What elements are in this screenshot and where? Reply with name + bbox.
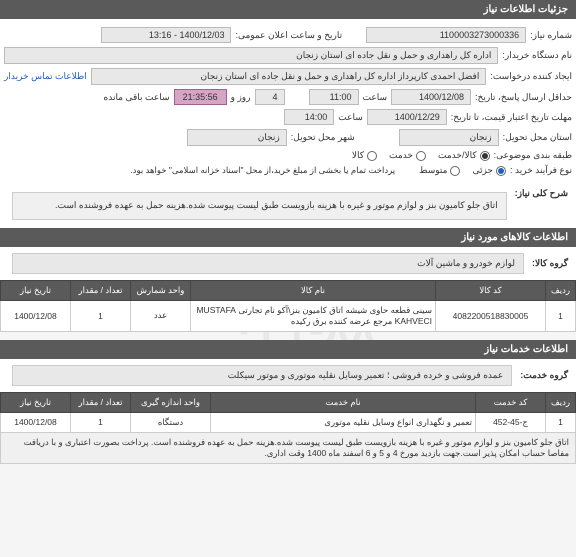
radio-partial[interactable]: جزئی — [472, 165, 506, 176]
announce-value: 1400/12/03 - 13:16 — [101, 27, 231, 43]
goods-group-label: گروه کالا: — [532, 258, 568, 269]
general-label: شرح کلی نیاز: — [515, 188, 568, 199]
cell: سینی قطعه حاوی شیشه اتاق کامیون بنز\آکو … — [191, 300, 436, 331]
city-label: شهر محل تحویل: — [291, 132, 355, 143]
req-no-label: شماره نیاز: — [530, 30, 572, 41]
remain-label: ساعت باقی مانده — [104, 92, 170, 103]
radio-icon — [450, 166, 460, 176]
section-header-goods: اطلاعات کالاهای مورد نیاز — [0, 228, 576, 247]
radio-label: جزئی — [472, 165, 493, 176]
radio-icon — [480, 151, 490, 161]
form-area: شماره نیاز: 1100003273000336 تاریخ و ساع… — [0, 19, 576, 184]
radio-icon — [496, 166, 506, 176]
remain-timer: 21:35:56 — [174, 89, 227, 105]
service-group-value: عمده فروشی و خرده فروشی ؛ تعمیر وسایل نق… — [12, 365, 512, 386]
goods-group-value: لوازم خودرو و ماشین آلات — [12, 253, 524, 274]
cell: 1 — [71, 300, 131, 331]
radio-medium[interactable]: متوسط — [419, 165, 460, 176]
cell: 1 — [71, 412, 131, 432]
province-value: زنجان — [399, 129, 499, 146]
radio-label: خدمت — [389, 150, 413, 161]
buyer-value: اداره کل راهداری و حمل و نقل جاده ای است… — [4, 47, 498, 64]
creator-label: ایجاد کننده درخواست: — [490, 71, 572, 82]
category-radio-group: کالا/خدمت خدمت کالا — [352, 150, 490, 161]
col-row: ردیف — [546, 392, 576, 412]
col-code: کد کالا — [436, 280, 546, 300]
time-label-2: ساعت — [338, 112, 363, 123]
category-label: طبقه بندی موضوعی: — [494, 150, 572, 161]
deadline-label: حداقل ارسال پاسخ، تاریخ: — [475, 92, 572, 103]
col-row: ردیف — [546, 280, 576, 300]
radio-icon — [367, 151, 377, 161]
req-no-value: 1100003273000336 — [366, 27, 526, 43]
col-date: تاریخ نیاز — [1, 280, 71, 300]
goods-table: ردیف کد کالا نام کالا واحد شمارش تعداد /… — [0, 280, 576, 332]
deadline-time: 11:00 — [309, 89, 359, 105]
radio-icon — [416, 151, 426, 161]
col-qty: تعداد / مقدار — [71, 280, 131, 300]
cell: 4082200518830005 — [436, 300, 546, 331]
process-label: نوع فرآیند خرید : — [510, 165, 572, 176]
radio-label: کالا/خدمت — [438, 150, 477, 161]
radio-goods-service[interactable]: کالا/خدمت — [438, 150, 490, 161]
announce-label: تاریخ و ساعت اعلان عمومی: — [235, 30, 342, 41]
pay-note: پرداخت تمام یا بخشی از مبلغ خرید،از محل … — [130, 165, 395, 176]
col-code: کد خدمت — [476, 392, 546, 412]
days-label: روز و — [231, 92, 251, 103]
col-name: نام کالا — [191, 280, 436, 300]
creator-value: افضل احمدی کارپرداز اداره کل راهداری و ح… — [91, 68, 487, 85]
col-date: تاریخ نیاز — [1, 392, 71, 412]
cell: 1 — [546, 412, 576, 432]
section-header-services: اطلاعات خدمات نیاز — [0, 340, 576, 359]
table-desc-row: اتاق جلو کامیون بنز و لوازم موتور و غیره… — [1, 432, 576, 463]
cell: ج-45-452 — [476, 412, 546, 432]
deadline-date: 1400/12/08 — [391, 89, 471, 105]
cell: تعمیر و نگهداری انواع وسایل نقلیه موتوری — [211, 412, 476, 432]
cell: عدد — [131, 300, 191, 331]
table-row: 1 ج-45-452 تعمیر و نگهداری انواع وسایل ن… — [1, 412, 576, 432]
radio-goods[interactable]: کالا — [352, 150, 377, 161]
radio-label: کالا — [352, 150, 364, 161]
process-radio-group: جزئی متوسط — [419, 165, 506, 176]
footer-desc: اتاق جلو کامیون بنز و لوازم موتور و غیره… — [1, 432, 576, 463]
col-unit: واحد اندازه گیری — [131, 392, 211, 412]
time-label-1: ساعت — [363, 92, 388, 103]
validity-time: 14:00 — [284, 109, 334, 125]
section-header-info: جزئیات اطلاعات نیاز — [0, 0, 576, 19]
city-value: زنجان — [187, 129, 287, 146]
cell: 1400/12/08 — [1, 412, 71, 432]
validity-date: 1400/12/29 — [367, 109, 447, 125]
validity-label: مهلت تاریخ اعتبار قیمت، تا تاریخ: — [451, 112, 572, 123]
cell: 1 — [546, 300, 576, 331]
col-unit: واحد شمارش — [131, 280, 191, 300]
days-value: 4 — [255, 89, 285, 105]
contact-link[interactable]: اطلاعات تماس خریدار — [4, 71, 87, 82]
radio-service[interactable]: خدمت — [389, 150, 426, 161]
cell: دستگاه — [131, 412, 211, 432]
radio-label: متوسط — [419, 165, 447, 176]
col-qty: تعداد / مقدار — [71, 392, 131, 412]
cell: 1400/12/08 — [1, 300, 71, 331]
province-label: استان محل تحویل: — [503, 132, 572, 143]
buyer-label: نام دستگاه خریدار: — [502, 50, 572, 61]
table-row: 1 4082200518830005 سینی قطعه حاوی شیشه ا… — [1, 300, 576, 331]
service-table: ردیف کد خدمت نام خدمت واحد اندازه گیری ت… — [0, 392, 576, 464]
service-group-label: گروه خدمت: — [520, 370, 568, 381]
general-desc: اتاق جلو کامیون بنز و لوازم موتور و غیره… — [12, 192, 507, 220]
col-name: نام خدمت — [211, 392, 476, 412]
